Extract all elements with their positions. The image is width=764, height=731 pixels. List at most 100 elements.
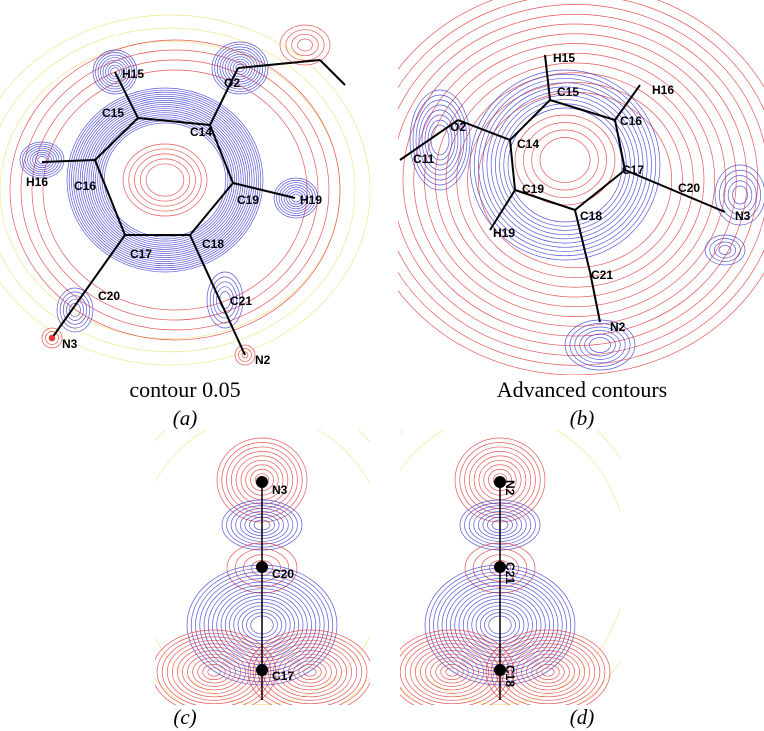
atom-label: N3 (62, 337, 78, 351)
contour (93, 113, 236, 248)
atom-label: O2 (450, 120, 466, 134)
atom-label: H15 (122, 67, 144, 81)
panel-c: N3 C20 C17 (112, 390, 412, 730)
contour (188, 654, 241, 690)
atom-label: H16 (26, 175, 48, 189)
contour (522, 654, 575, 690)
atom-label: C14 (517, 137, 539, 151)
atom-label: C20 (272, 567, 294, 581)
contour (0, 41, 340, 339)
contour (71, 92, 258, 268)
atom-label: C15 (102, 106, 124, 120)
atom-label: C14 (190, 125, 212, 139)
contour (540, 138, 590, 183)
atom-label: C21 (230, 294, 252, 308)
atom-label: C18 (580, 209, 602, 223)
atom-label: C18 (503, 665, 517, 687)
atom-label: C11 (413, 152, 435, 166)
contour (495, 95, 634, 234)
atom-label: C17 (622, 163, 644, 177)
contour (21, 50, 329, 330)
panel-tag: (a) (173, 406, 198, 430)
contour (146, 164, 184, 196)
contour (532, 130, 599, 190)
panel-d: N2C21C18 (350, 390, 650, 730)
bond (510, 100, 550, 140)
contour (28, 148, 57, 172)
atom-label: H15 (553, 51, 575, 65)
contour (123, 144, 207, 216)
atom-label: C19 (237, 193, 259, 207)
contour (410, 644, 493, 701)
atom-label: C16 (74, 179, 96, 193)
contour (580, 331, 621, 360)
contour (57, 288, 93, 332)
atom-dot (256, 561, 268, 573)
bond (238, 60, 320, 68)
atom-label: H19 (300, 193, 322, 207)
panel-tag: (b) (570, 406, 595, 430)
atom-dot (49, 335, 55, 341)
contour (504, 104, 626, 226)
contour (23, 144, 62, 176)
atom-label: C16 (620, 114, 642, 128)
atom-dot (256, 476, 268, 488)
atom-label: N2 (610, 320, 626, 334)
atom-label: C19 (522, 182, 544, 196)
contour (129, 149, 201, 211)
contour (304, 668, 316, 676)
caption: Advanced contours (497, 377, 667, 402)
figure: H15O2C15C14C16H16C19H19C17C18C20C21N3N2 … (0, 0, 764, 731)
contour (0, 15, 370, 365)
contour (705, 235, 745, 265)
atom-dot (256, 664, 268, 676)
atom-label: C20 (98, 289, 120, 303)
contour (140, 159, 189, 201)
contour (414, 34, 737, 327)
panel-a: H15O2C15C14C16H16C19H19C17C18C20C21N3N2 (0, 15, 370, 367)
contour (446, 668, 458, 676)
caption: contour 0.05 (129, 377, 240, 402)
contour (60, 292, 90, 328)
contour (542, 668, 554, 676)
contour (719, 246, 731, 255)
contour (87, 107, 244, 254)
contour (30, 150, 54, 170)
atom-label: N3 (735, 209, 751, 223)
atom-label: C17 (272, 669, 294, 683)
contour (63, 296, 86, 325)
contour (220, 292, 231, 309)
bond (210, 125, 233, 183)
panel-tag: (d) (570, 705, 595, 729)
contour (67, 88, 263, 272)
contour (506, 644, 589, 701)
atom-label: N2 (255, 353, 271, 367)
panel-tag: (c) (173, 705, 196, 729)
contour (85, 104, 246, 255)
contour (416, 100, 464, 180)
contour (172, 644, 255, 701)
contour (431, 125, 449, 155)
contour (208, 668, 220, 676)
atom-label: N3 (272, 483, 288, 497)
atom-label: H19 (493, 226, 515, 240)
contour (728, 181, 752, 210)
atom-label: H16 (652, 83, 674, 97)
atom-label: N2 (503, 480, 517, 496)
atom-label: C18 (202, 237, 224, 251)
contour (487, 87, 643, 243)
contour (0, 28, 355, 352)
contour (104, 123, 226, 237)
atom-label: C15 (557, 85, 579, 99)
contour (733, 186, 748, 204)
contour (298, 39, 313, 51)
atom-label: O2 (224, 76, 240, 90)
contour (292, 34, 319, 55)
contour (91, 111, 239, 250)
contour (714, 242, 735, 258)
bond (320, 60, 345, 85)
contour (426, 654, 479, 690)
atom-label: C20 (678, 181, 700, 195)
contour (89, 109, 241, 252)
